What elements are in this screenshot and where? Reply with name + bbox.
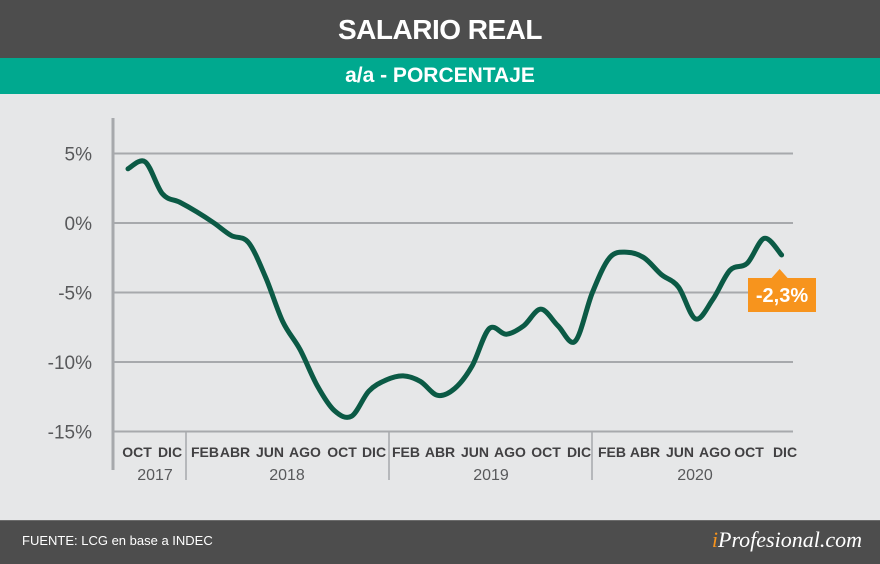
data-point (470, 364, 475, 369)
x-tick-label: JUN (256, 444, 284, 460)
data-point (263, 275, 268, 280)
x-tick-label: FEB (598, 444, 626, 460)
series-line (125, 158, 785, 420)
data-point (246, 240, 251, 245)
data-point (418, 379, 423, 384)
iprofesional-logo: iProfesional.com (711, 527, 862, 552)
data-point (607, 255, 612, 260)
year-label: 2020 (677, 467, 713, 484)
y-tick-label: 5% (65, 145, 93, 166)
y-tick-label: -5% (58, 284, 92, 305)
data-point (590, 290, 595, 295)
x-tick-label: OCT (327, 444, 357, 460)
chart-subtitle: a/a - PORCENTAJE (0, 58, 880, 94)
x-tick-label: DIC (567, 444, 591, 460)
x-tick-label: OCT (122, 444, 152, 460)
x-tick-label: ABR (220, 444, 250, 460)
data-point (366, 389, 371, 394)
last-value-callout: -2,3% (748, 269, 816, 312)
data-point (676, 284, 681, 289)
data-point (194, 209, 199, 214)
x-tick-label: AGO (699, 444, 731, 460)
x-tick-label: OCT (734, 444, 764, 460)
footer: FUENTE: LCG en base a INDEC iProfesional… (0, 520, 880, 564)
data-point (298, 347, 303, 352)
data-point (728, 268, 733, 273)
data-point (315, 383, 320, 388)
data-point (280, 319, 285, 324)
x-tick-label: JUN (461, 444, 489, 460)
data-point (693, 316, 698, 321)
data-point (504, 332, 509, 337)
x-tick-label: FEB (191, 444, 219, 460)
data-point (745, 261, 750, 266)
data-point (126, 166, 131, 171)
data-point (659, 272, 664, 277)
data-point (332, 408, 337, 413)
data-point (779, 252, 784, 257)
x-tick-label: ABR (425, 444, 455, 460)
x-tick-label: OCT (531, 444, 561, 460)
source-note: FUENTE: LCG en base a INDEC (22, 533, 213, 548)
data-point (452, 386, 457, 391)
x-tick-label: AGO (494, 444, 526, 460)
data-point (401, 373, 406, 378)
chart-title: SALARIO REAL (0, 0, 880, 58)
callout-label: -2,3% (756, 285, 808, 307)
x-tick-label: DIC (362, 444, 386, 460)
y-tick-label: -10% (48, 353, 92, 374)
data-point (573, 339, 578, 344)
data-point (229, 233, 234, 238)
data-point (435, 393, 440, 398)
year-label: 2017 (137, 467, 173, 484)
data-point (710, 297, 715, 302)
data-point (349, 414, 354, 419)
x-tick-label: DIC (773, 444, 797, 460)
y-tick-label: -15% (48, 423, 92, 444)
x-tick-label: FEB (392, 444, 420, 460)
data-point (212, 221, 217, 226)
data-point (556, 323, 561, 328)
data-point (642, 255, 647, 260)
year-label: 2018 (269, 467, 305, 484)
callout-box (748, 269, 816, 312)
x-tick-label: DIC (158, 444, 182, 460)
data-point (624, 250, 629, 255)
data-point (143, 159, 148, 164)
x-tick-label: JUN (666, 444, 694, 460)
data-point (177, 200, 182, 205)
x-tick-label: ABR (630, 444, 660, 460)
data-point (487, 326, 492, 331)
data-point (384, 378, 389, 383)
data-point (762, 236, 767, 241)
line-chart: 5%0%-5%-10%-15% OCT DIC FEB ABR JUN AGO OCT DIC… (48, 118, 816, 484)
x-tick-label: AGO (289, 444, 321, 460)
y-tick-label: 0% (65, 214, 93, 235)
year-label: 2019 (473, 467, 509, 484)
data-point (538, 307, 543, 312)
data-point (521, 323, 526, 328)
data-point (160, 191, 165, 196)
